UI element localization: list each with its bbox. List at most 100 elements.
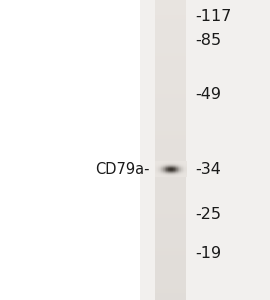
Bar bbox=[157, 171, 158, 172]
Bar bbox=[159, 161, 160, 162]
Bar bbox=[161, 164, 162, 165]
Bar bbox=[158, 169, 159, 170]
Bar bbox=[170, 172, 171, 173]
Bar bbox=[172, 164, 173, 165]
Bar bbox=[185, 176, 186, 177]
Bar bbox=[180, 174, 181, 175]
Bar bbox=[183, 171, 184, 172]
Bar bbox=[157, 174, 158, 175]
Bar bbox=[156, 173, 157, 174]
Bar bbox=[173, 166, 174, 167]
Bar bbox=[171, 167, 172, 168]
Bar bbox=[186, 164, 187, 165]
Bar bbox=[173, 167, 174, 168]
Bar bbox=[184, 165, 185, 166]
Bar bbox=[155, 11, 186, 15]
Bar bbox=[181, 171, 182, 172]
Bar bbox=[166, 167, 167, 168]
Bar bbox=[186, 162, 187, 163]
Bar bbox=[173, 168, 174, 169]
Bar bbox=[164, 164, 166, 165]
Bar bbox=[184, 174, 185, 175]
Bar bbox=[165, 162, 166, 163]
Text: -19: -19 bbox=[196, 246, 222, 261]
Bar bbox=[155, 179, 186, 184]
Bar bbox=[182, 162, 183, 163]
Bar bbox=[183, 164, 184, 165]
Bar bbox=[170, 166, 171, 167]
Bar bbox=[171, 171, 172, 172]
Bar bbox=[164, 171, 166, 172]
Bar bbox=[180, 172, 181, 173]
Bar bbox=[169, 167, 170, 168]
Bar bbox=[163, 171, 164, 172]
Bar bbox=[164, 168, 166, 169]
Bar bbox=[177, 168, 178, 169]
Bar bbox=[159, 168, 160, 169]
Bar bbox=[174, 165, 176, 166]
Bar bbox=[157, 167, 158, 168]
Bar bbox=[182, 175, 183, 176]
Bar bbox=[161, 168, 162, 169]
Bar bbox=[177, 172, 178, 173]
Bar bbox=[161, 162, 162, 163]
Bar bbox=[170, 168, 171, 169]
Bar bbox=[175, 168, 176, 169]
Bar bbox=[185, 163, 186, 164]
Bar bbox=[181, 171, 182, 172]
Bar bbox=[156, 168, 157, 169]
Bar bbox=[169, 162, 170, 163]
Bar bbox=[185, 167, 186, 168]
Bar bbox=[159, 162, 160, 163]
Bar bbox=[174, 164, 175, 165]
Bar bbox=[185, 166, 186, 167]
Bar bbox=[166, 164, 167, 165]
Bar bbox=[164, 164, 166, 165]
Bar bbox=[174, 161, 176, 162]
Bar bbox=[173, 170, 174, 171]
Bar bbox=[171, 164, 172, 165]
Bar bbox=[185, 172, 186, 173]
Bar bbox=[155, 89, 186, 94]
Bar bbox=[181, 173, 182, 174]
Bar bbox=[173, 166, 174, 167]
Bar bbox=[172, 164, 173, 165]
Bar bbox=[169, 175, 170, 176]
Bar bbox=[173, 176, 174, 177]
Bar bbox=[171, 173, 172, 174]
Bar bbox=[170, 168, 171, 169]
Bar bbox=[178, 163, 179, 164]
Bar bbox=[178, 172, 179, 173]
Bar bbox=[161, 172, 162, 173]
Bar bbox=[161, 163, 162, 164]
Bar bbox=[180, 176, 181, 177]
Bar bbox=[174, 161, 175, 162]
Bar bbox=[161, 171, 162, 172]
Bar bbox=[155, 18, 186, 22]
Bar bbox=[156, 168, 157, 169]
Bar bbox=[186, 166, 187, 167]
Bar bbox=[186, 168, 187, 169]
Bar bbox=[179, 162, 180, 163]
Bar bbox=[185, 162, 186, 163]
Bar bbox=[184, 171, 185, 172]
Bar bbox=[180, 170, 181, 171]
Bar bbox=[164, 172, 165, 173]
Bar bbox=[176, 162, 177, 163]
Bar bbox=[164, 162, 165, 163]
Bar bbox=[171, 175, 172, 176]
Bar bbox=[179, 166, 180, 167]
Bar bbox=[174, 176, 176, 177]
Bar bbox=[163, 161, 164, 162]
Bar bbox=[184, 165, 185, 166]
Bar bbox=[184, 167, 185, 168]
Bar bbox=[155, 166, 156, 167]
Bar bbox=[165, 174, 166, 175]
Bar bbox=[163, 164, 164, 165]
Bar bbox=[172, 174, 173, 175]
Bar bbox=[170, 162, 171, 163]
Bar bbox=[173, 163, 174, 164]
Bar bbox=[155, 171, 156, 172]
Bar bbox=[166, 165, 167, 166]
Bar bbox=[164, 167, 166, 168]
